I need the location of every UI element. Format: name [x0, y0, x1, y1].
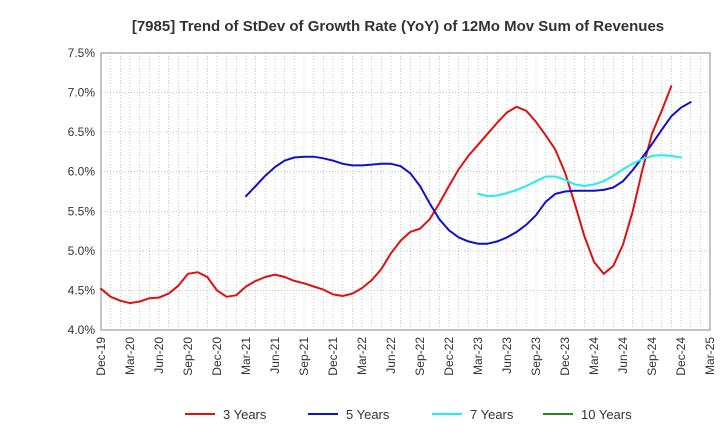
x-tick-label: Sep-21: [297, 337, 311, 376]
legend-label: 7 Years: [470, 407, 514, 422]
legend: 3 Years 5 Years 7 Years 10 Years: [185, 407, 632, 422]
x-tick-label: Jun-23: [500, 337, 514, 374]
x-tick-label: Mar-22: [355, 337, 369, 375]
y-tick-label: 7.0%: [68, 86, 96, 100]
x-tick-label: Dec-19: [94, 337, 108, 376]
series-layer: [100, 85, 692, 305]
x-tick-label: Dec-24: [674, 337, 688, 376]
legend-label: 5 Years: [346, 407, 390, 422]
x-tick-label: Dec-20: [210, 337, 224, 376]
x-tick-label: Dec-21: [326, 337, 340, 376]
x-axis: Dec-19 Mar-20 Jun-20 Sep-20 Dec-20 Mar-21 Jun-…: [94, 337, 717, 376]
x-tick-label: Mar-21: [239, 337, 253, 375]
plot-area: [100, 52, 711, 331]
y-tick-label: 5.0%: [68, 244, 96, 258]
x-tick-label: Mar-20: [123, 337, 137, 375]
x-tick-label: Dec-23: [558, 337, 572, 376]
y-tick-label: 7.5%: [68, 46, 96, 60]
y-tick-label: 6.5%: [68, 125, 96, 139]
plot-border: [100, 52, 711, 331]
x-tick-label: Mar-24: [587, 337, 601, 375]
x-tick-label: Sep-20: [181, 337, 195, 376]
legend-label: 10 Years: [581, 407, 632, 422]
y-tick-label: 6.0%: [68, 165, 96, 179]
y-tick-label: 4.0%: [68, 323, 96, 337]
x-tick-label: Jun-21: [268, 337, 282, 374]
x-tick-label: Mar-25: [703, 337, 717, 375]
series-line-7-years: [477, 154, 682, 198]
y-tick-label: 4.5%: [68, 283, 96, 297]
series-line-3-years: [100, 85, 673, 305]
x-tick-label: Sep-24: [645, 337, 659, 376]
legend-label: 3 Years: [223, 407, 267, 422]
series-line-5-years: [245, 101, 692, 245]
y-tick-label: 5.5%: [68, 204, 96, 218]
x-tick-label: Jun-22: [384, 337, 398, 374]
plot-background: [101, 53, 710, 330]
x-tick-label: Mar-23: [471, 337, 485, 375]
x-tick-label: Sep-23: [529, 337, 543, 376]
y-axis: 4.0% 4.5% 5.0% 5.5% 6.0% 6.5% 7.0% 7.5%: [68, 46, 96, 337]
x-tick-label: Jun-20: [152, 337, 166, 374]
x-tick-label: Jun-24: [616, 337, 630, 374]
x-tick-label: Sep-22: [413, 337, 427, 376]
x-tick-label: Dec-22: [442, 337, 456, 376]
chart-title: [7985] Trend of StDev of Growth Rate (Yo…: [132, 18, 664, 35]
